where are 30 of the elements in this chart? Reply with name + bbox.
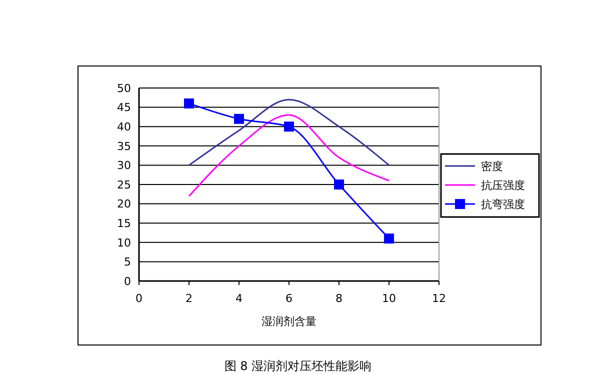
x-tick-label: 12 bbox=[432, 292, 446, 305]
legend-label: 抗弯强度 bbox=[481, 198, 525, 211]
x-tick-label: 10 bbox=[382, 292, 396, 305]
y-tick-label: 35 bbox=[117, 140, 131, 153]
y-tick-label: 10 bbox=[117, 236, 131, 250]
x-tick-label: 0 bbox=[136, 292, 142, 305]
x-tick-label: 6 bbox=[286, 292, 292, 305]
y-tick-label: 5 bbox=[124, 256, 131, 269]
y-tick-label: 0 bbox=[124, 274, 131, 288]
y-tick-label: 15 bbox=[117, 216, 131, 230]
y-tick-label: 20 bbox=[117, 198, 131, 211]
point bbox=[184, 98, 194, 108]
point bbox=[234, 114, 244, 124]
y-tick-label: 30 bbox=[117, 159, 131, 172]
point bbox=[334, 180, 344, 190]
line-series bbox=[188, 98, 390, 166]
point bbox=[284, 122, 294, 132]
x-tick-label: 4 bbox=[236, 292, 242, 305]
x-tick-label: 2 bbox=[186, 292, 192, 305]
x-tick-label: 8 bbox=[336, 292, 342, 305]
caption: 图 8 湿润剂对压坯性能影响 bbox=[224, 359, 372, 373]
legend-label: 密度 bbox=[481, 160, 503, 173]
y-tick-label: 25 bbox=[117, 178, 131, 192]
y-tick-label: 50 bbox=[117, 82, 131, 95]
y-tick-label: 40 bbox=[117, 120, 131, 134]
line-series bbox=[188, 114, 390, 197]
legend-label: 抗压强度 bbox=[481, 178, 525, 192]
point bbox=[384, 234, 394, 244]
y-tick-label: 45 bbox=[117, 101, 131, 114]
x-axis-title: 湿润剂含量 bbox=[262, 315, 316, 328]
